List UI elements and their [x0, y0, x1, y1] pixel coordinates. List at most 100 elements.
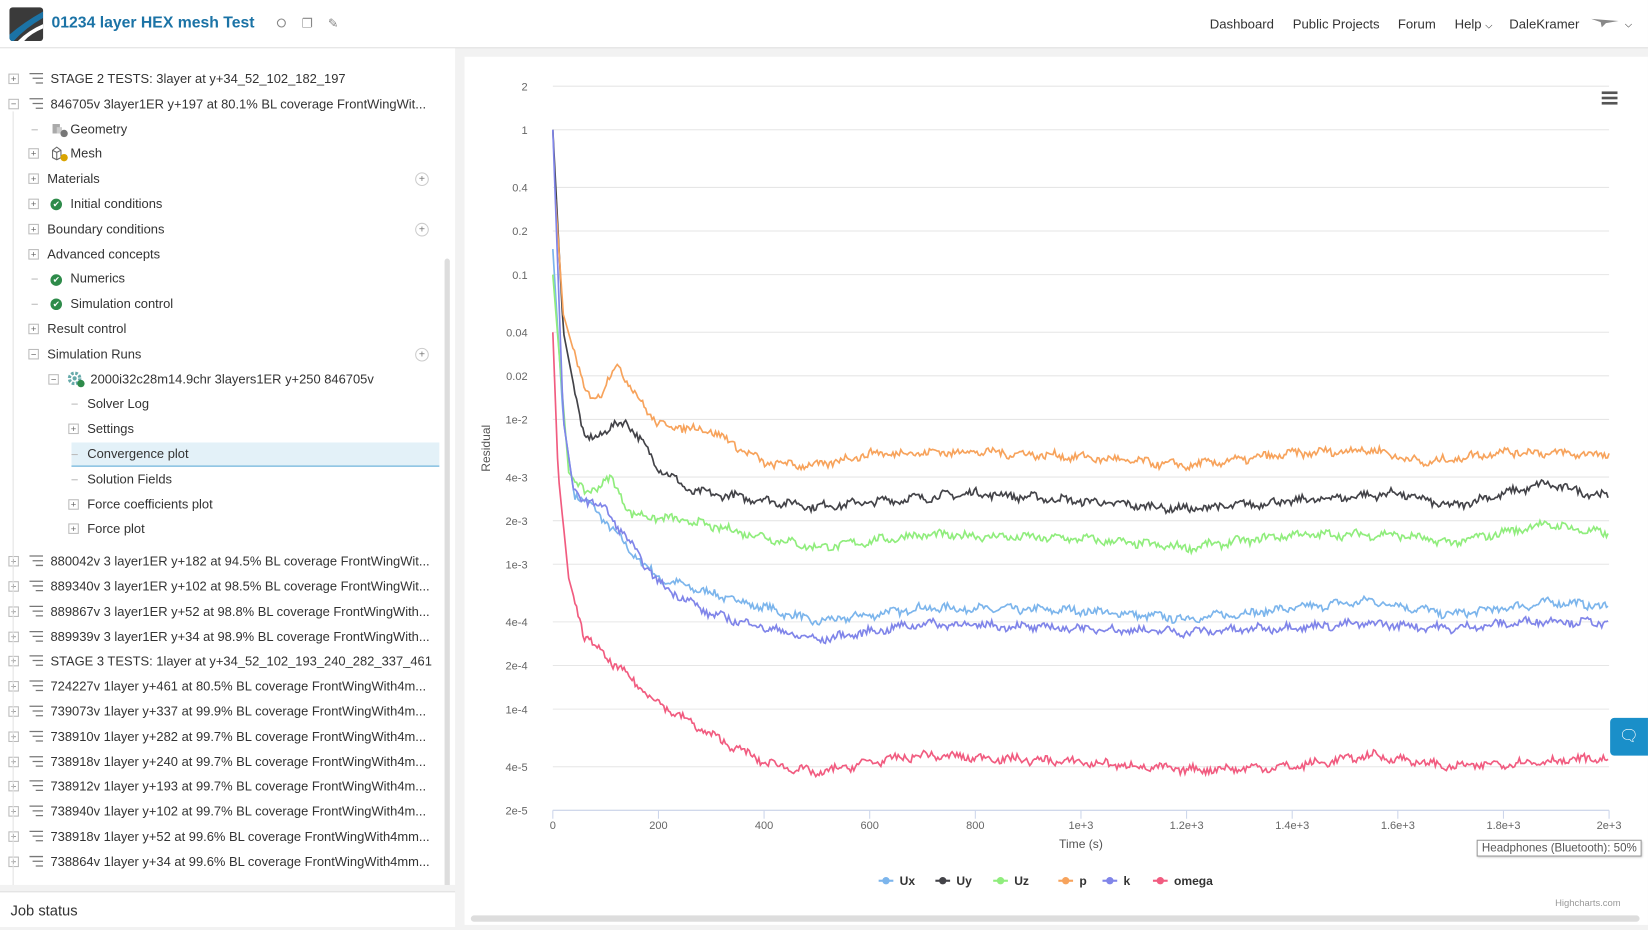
chart-menu-icon[interactable]: [1601, 101, 1618, 105]
expand-icon[interactable]: +: [28, 148, 39, 160]
tree-item[interactable]: + STAGE 2 TESTS: 3layer at y+34_52_102_18…: [0, 67, 441, 90]
tree-item[interactable]: +889939v 3 layer1ER y+34 at 98.9% BL cov…: [0, 625, 441, 648]
legend-item-omega[interactable]: omega: [1174, 874, 1213, 888]
x-tick-label: 400: [755, 820, 773, 832]
tree-item[interactable]: ✔ Numerics: [0, 267, 441, 290]
legend-item-k[interactable]: k: [1124, 874, 1131, 888]
tree-item[interactable]: +889340v 3 layer1ER y+102 at 98.5% BL co…: [0, 575, 441, 598]
tree-item[interactable]: Solver Log: [0, 392, 441, 415]
tree-item[interactable]: + Force plot: [0, 518, 441, 541]
legend-item-p[interactable]: p: [1079, 874, 1086, 888]
chart-horizontal-scrollbar[interactable]: [470, 915, 1640, 922]
add-icon[interactable]: +: [415, 222, 429, 237]
gear-icon: [67, 371, 86, 388]
tree-item[interactable]: +724227v 1layer y+461 at 80.5% BL covera…: [0, 675, 441, 698]
expand-icon[interactable]: +: [28, 248, 39, 260]
tree-item[interactable]: + ✔ Initial conditions: [0, 192, 441, 215]
list-icon: [29, 705, 44, 717]
expand-icon[interactable]: +: [28, 323, 39, 335]
series-line-p[interactable]: [554, 199, 1610, 472]
add-icon[interactable]: +: [415, 347, 429, 362]
legend-item-uz[interactable]: Uz: [1014, 874, 1029, 888]
nav-user[interactable]: DaleKramer: [1509, 16, 1580, 32]
tree-item[interactable]: + Advanced concepts: [0, 242, 441, 265]
tree-item[interactable]: +738912v 1layer y+193 at 99.7% BL covera…: [0, 775, 441, 798]
copy-icon[interactable]: ❐: [301, 15, 313, 31]
series-line-ux[interactable]: [551, 249, 1609, 627]
tree-item[interactable]: Geometry: [0, 117, 441, 140]
y-tick-label: 2e-3: [506, 516, 528, 528]
legend-item-ux[interactable]: Ux: [900, 874, 916, 888]
nav-dashboard[interactable]: Dashboard: [1209, 16, 1274, 32]
chart-menu-icon[interactable]: [1601, 91, 1618, 95]
tree-guide: [12, 111, 14, 885]
chevron-down-icon[interactable]: ⌵: [1624, 18, 1633, 30]
expand-icon[interactable]: +: [8, 73, 19, 85]
collapse-icon[interactable]: −: [8, 98, 19, 110]
app-logo[interactable]: [9, 7, 44, 41]
y-tick-label: 0.04: [506, 327, 527, 339]
series-line-uy[interactable]: [551, 129, 1609, 515]
add-icon[interactable]: +: [415, 172, 429, 187]
tree-item[interactable]: ✔ Simulation control: [0, 292, 441, 315]
collapse-icon[interactable]: −: [28, 348, 39, 360]
collapse-icon[interactable]: −: [48, 373, 59, 385]
tree-item[interactable]: +738918v 1layer y+52 at 99.6% BL coverag…: [0, 825, 441, 848]
tree-item[interactable]: + Force coefficients plot: [0, 492, 441, 515]
legend-marker-uz: [996, 877, 1005, 885]
tree-item[interactable]: +739073v 1layer y+337 at 99.9% BL covera…: [0, 700, 441, 723]
share-icon[interactable]: ⭘: [276, 15, 287, 31]
tree-item[interactable]: − 846705v 3layer1ER y+197 at 80.1% BL cov…: [0, 92, 441, 115]
legend-marker-p: [1062, 877, 1070, 885]
tree-item-label: 738918v 1layer y+52 at 99.6% BL coverage…: [50, 829, 430, 844]
chart-menu-icon[interactable]: [1601, 96, 1618, 100]
expand-icon[interactable]: +: [68, 498, 79, 510]
nav-forum[interactable]: Forum: [1397, 16, 1436, 32]
expand-icon[interactable]: +: [68, 523, 79, 535]
tree-item[interactable]: + Materials +: [0, 167, 441, 190]
tree-item-label: Materials: [47, 171, 100, 187]
tree-item[interactable]: − Simulation Runs +: [0, 342, 441, 365]
tree-item[interactable]: +889867v 3 layer1ER y+52 at 98.8% BL cov…: [0, 600, 441, 623]
expand-icon[interactable]: +: [28, 173, 39, 185]
series-line-omega[interactable]: [551, 332, 1609, 779]
tree-item-label: 738940v 1layer y+102 at 99.7% BL coverag…: [50, 804, 427, 819]
tree-item[interactable]: + Settings: [0, 417, 441, 440]
y-tick-label: 1e-3: [506, 559, 528, 571]
edit-icon[interactable]: ✎: [327, 15, 339, 31]
tree-item[interactable]: Solution Fields: [0, 467, 441, 490]
tree-item[interactable]: + Result control: [0, 317, 441, 340]
expand-icon[interactable]: +: [28, 223, 39, 235]
tree-item[interactable]: + Mesh: [0, 142, 441, 165]
x-tick-label: 0: [550, 820, 556, 832]
tree-item[interactable]: +738918v 1layer y+240 at 99.7% BL covera…: [0, 750, 441, 773]
user-avatar[interactable]: [1591, 15, 1619, 31]
list-icon: [29, 655, 44, 667]
highcharts-credit[interactable]: Highcharts.com: [1555, 898, 1621, 909]
series-line-uz[interactable]: [551, 274, 1609, 556]
expand-icon[interactable]: +: [68, 423, 79, 435]
tree-item-label: Boundary conditions: [47, 221, 165, 237]
tree-item[interactable]: +738864v 1layer y+34 at 99.6% BL coverag…: [0, 850, 441, 873]
tree-item[interactable]: +738940v 1layer y+102 at 99.7% BL covera…: [0, 800, 441, 823]
x-tick-label: 1.8e+3: [1486, 820, 1520, 832]
tree-item-label: Force plot: [87, 521, 145, 537]
tree-item-label: Initial conditions: [70, 196, 163, 212]
job-status-panel[interactable]: Job status: [0, 891, 456, 927]
series-line-k[interactable]: [551, 129, 1609, 645]
nav-public-projects[interactable]: Public Projects: [1292, 16, 1380, 32]
tree-scrollbar[interactable]: [444, 258, 450, 885]
list-icon: [29, 680, 44, 692]
tree-item[interactable]: +STAGE 3 TESTS: 1layer at y+34_52_102_19…: [0, 650, 441, 673]
tree-item[interactable]: + Boundary conditions +: [0, 217, 441, 240]
tree-item[interactable]: +880042v 3 layer1ER y+182 at 94.5% BL co…: [0, 550, 441, 573]
project-tree-panel: + STAGE 2 TESTS: 3layer at y+34_52_102_18…: [0, 48, 456, 885]
y-tick-label: 4e-3: [506, 472, 528, 484]
nav-help[interactable]: Help ⌵: [1455, 17, 1493, 32]
tree-item[interactable]: − 2000i32c28m14.9chr 3layers1ER y+250 846…: [0, 367, 441, 390]
tree-item[interactable]: +738910v 1layer y+282 at 99.7% BL covera…: [0, 725, 441, 748]
tree-item[interactable]: Convergence plot: [71, 442, 440, 467]
expand-icon[interactable]: +: [28, 198, 39, 210]
chat-button[interactable]: 🗨: [1610, 717, 1648, 756]
legend-item-uy[interactable]: Uy: [956, 874, 972, 888]
